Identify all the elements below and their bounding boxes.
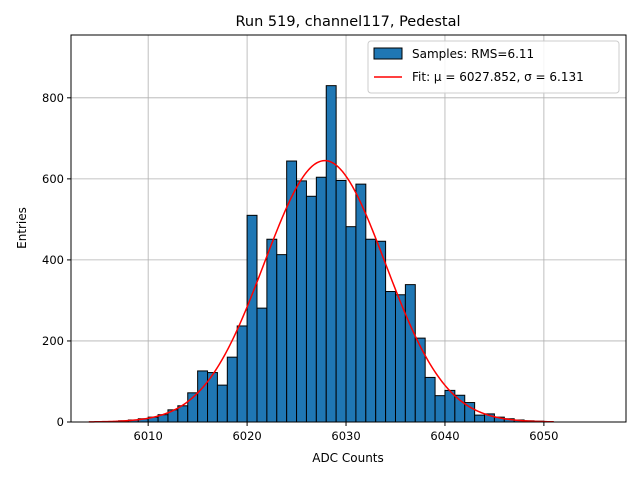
histogram-bar [315,176,327,423]
histogram-bar [404,284,416,423]
histogram-bars [108,85,545,423]
histogram-bar [266,238,278,423]
histogram-bar [286,160,298,423]
histogram-bar [226,356,238,423]
histogram-bar [305,195,317,423]
histogram-bar [177,405,189,423]
histogram-bar [216,384,228,423]
y-tick-label-1: 200 [42,334,64,348]
histogram-bar [246,214,258,423]
y-tick-label-0: 0 [57,415,64,429]
x-tick-label-0: 6010 [134,429,163,443]
histogram-bar [474,414,486,423]
legend-patch-samples [373,47,403,60]
y-axis-label: Entries [15,207,29,249]
histogram-bar [236,325,248,423]
y-axis-ticks: 0 200 400 600 800 [42,91,71,429]
histogram-bar [394,294,406,423]
histogram-bar [276,254,288,423]
histogram-bar [355,183,367,423]
legend-label-fit: Fit: μ = 6027.852, σ = 6.131 [412,70,584,84]
y-tick-label-4: 800 [42,91,64,105]
histogram-bar [325,85,337,423]
histogram-bar [197,370,209,423]
legend: Samples: RMS=6.11 Fit: μ = 6027.852, σ =… [367,40,620,94]
histogram-bar [434,395,446,423]
histogram-bar [414,337,426,423]
legend-label-samples: Samples: RMS=6.11 [412,47,534,61]
histogram-bar [375,240,387,423]
histogram-bar [296,180,307,423]
x-axis-ticks: 6010 6020 6030 6040 6050 [134,422,559,443]
histogram-bar [424,376,436,423]
legend-frame [367,40,620,94]
x-tick-label-2: 6030 [331,429,360,443]
chart-title: Run 519, channel117, Pedestal [235,14,460,30]
plot-frame [70,34,627,423]
histogram-bar [365,238,377,423]
histogram-bar [385,291,396,423]
histogram-bar [335,179,347,423]
x-tick-label-4: 6050 [529,429,558,443]
histogram-bar [345,226,357,423]
x-tick-label-3: 6040 [430,429,459,443]
x-tick-label-1: 6020 [232,429,261,443]
y-tick-label-3: 600 [42,172,64,186]
histogram-bar [256,307,268,423]
fit-curve [88,159,554,423]
y-tick-label-2: 400 [42,253,64,267]
x-axis-label: ADC Counts [312,451,384,465]
